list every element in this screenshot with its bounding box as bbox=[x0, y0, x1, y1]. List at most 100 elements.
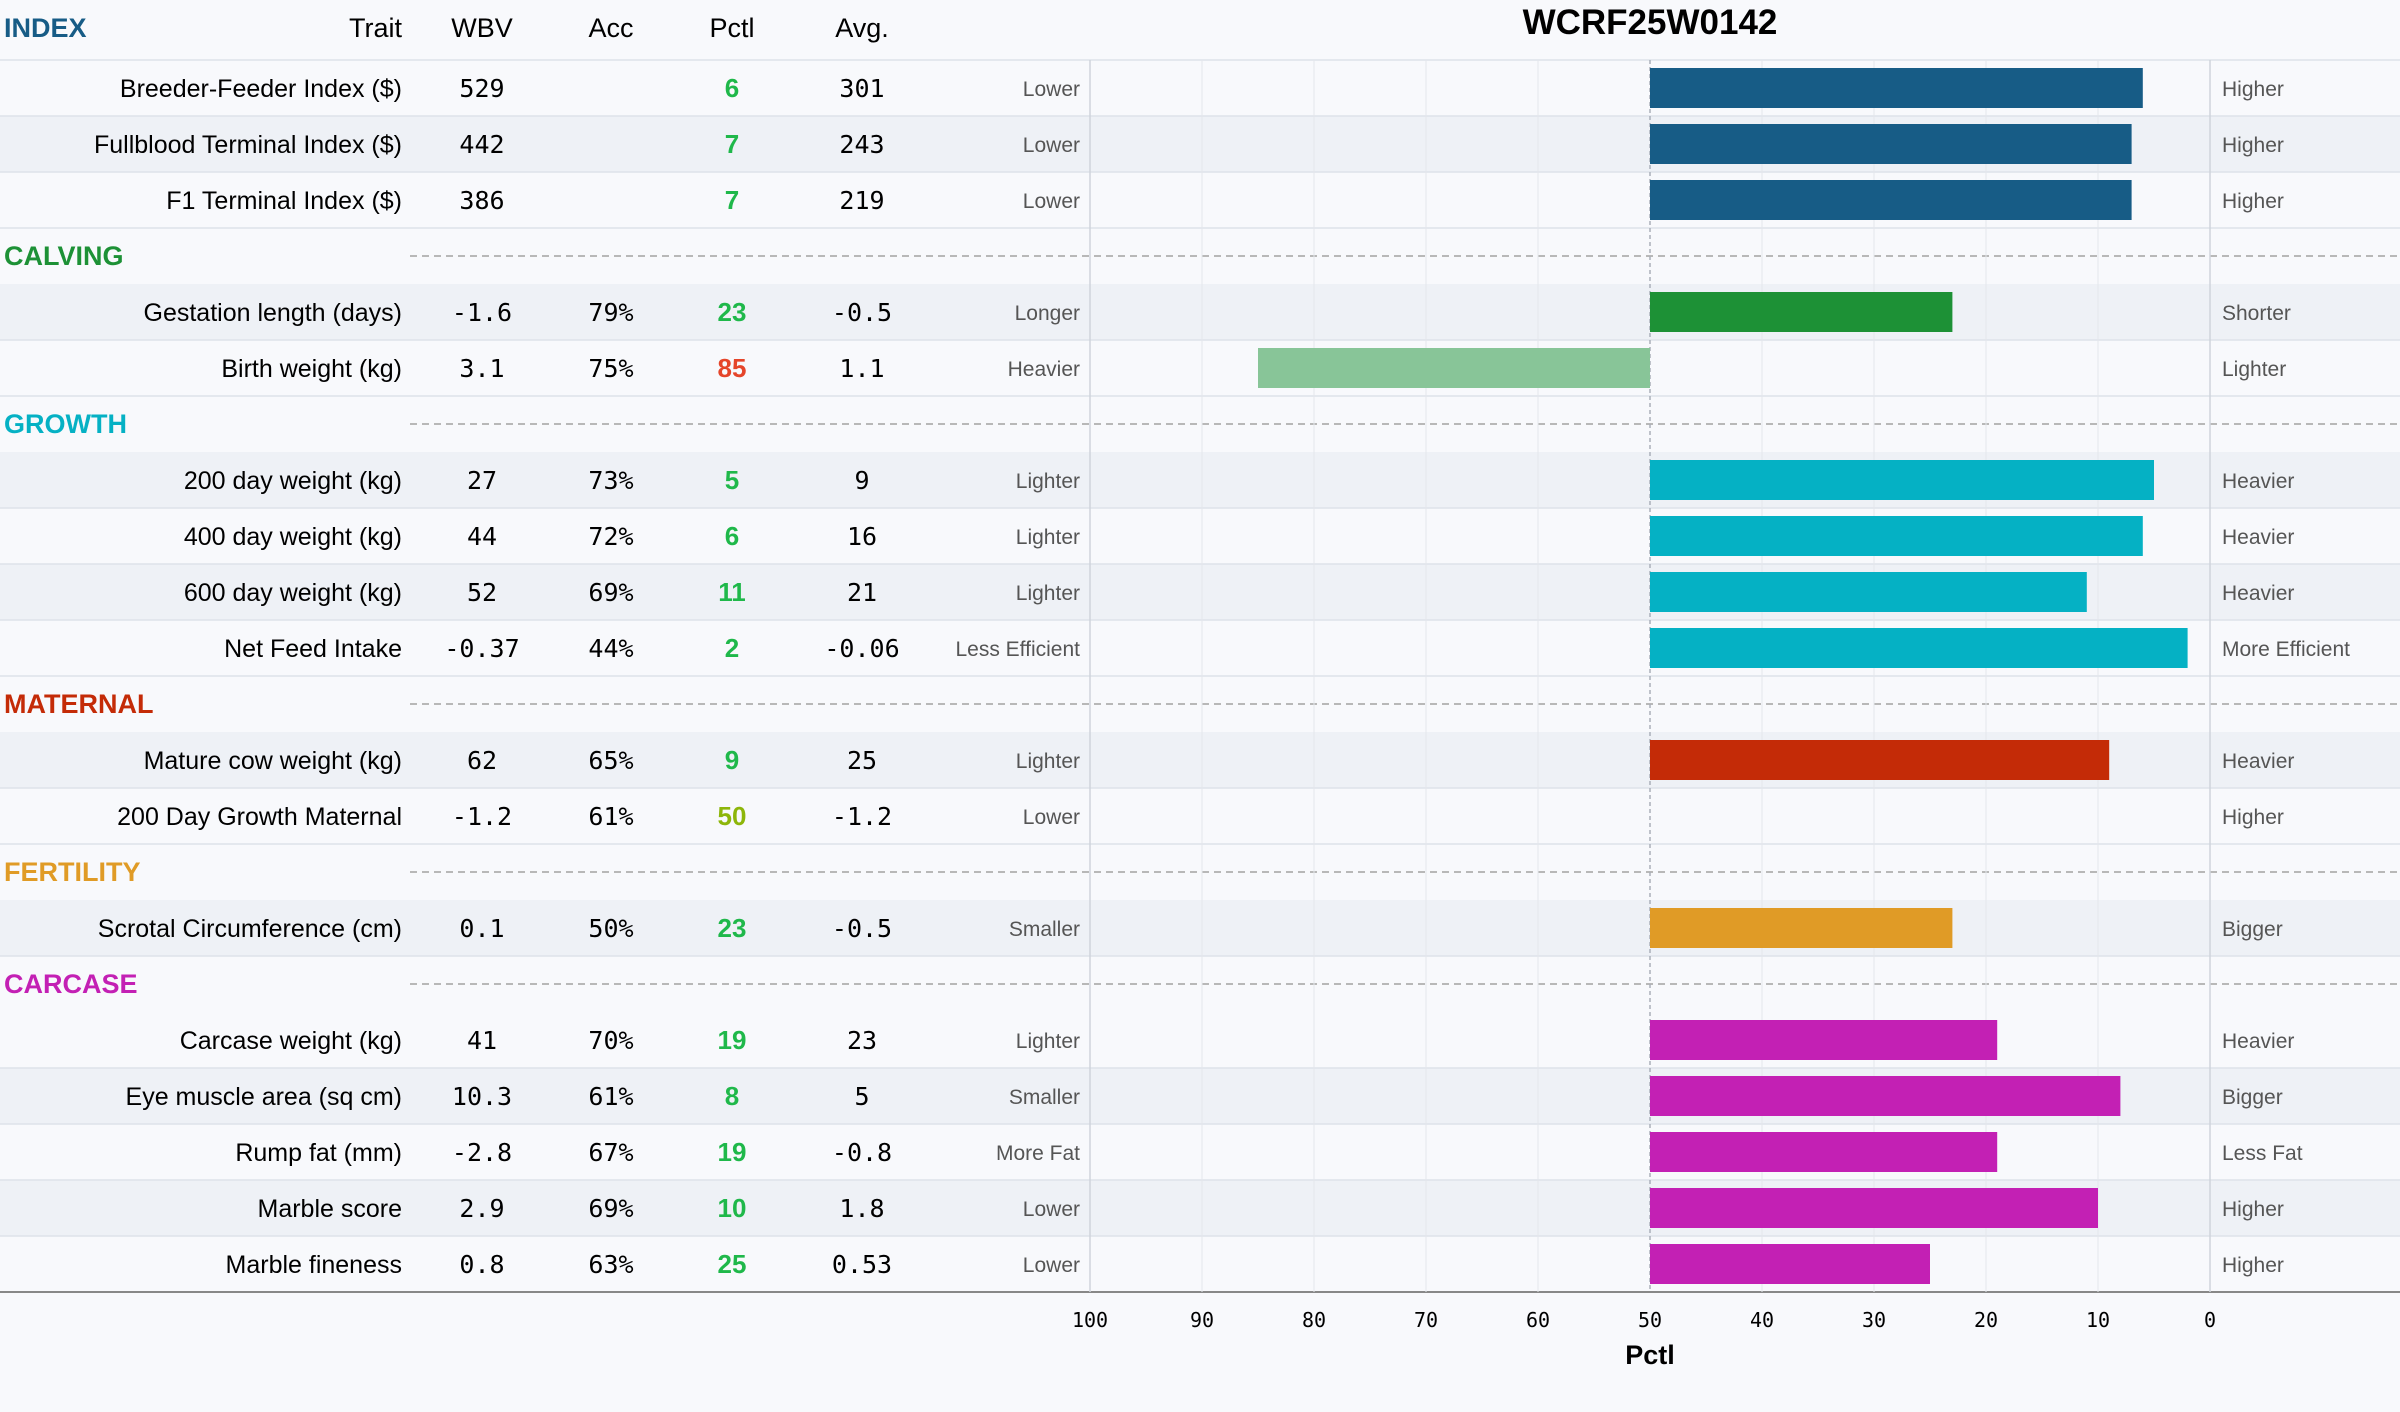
high-direction-label: More Efficient bbox=[2222, 638, 2350, 661]
avg-value: -1.2 bbox=[832, 802, 892, 831]
high-direction-label: Higher bbox=[2222, 134, 2284, 157]
bar-600-day-weight-kg- bbox=[1650, 572, 2087, 612]
avg-value: -0.5 bbox=[832, 914, 892, 943]
acc-value: 61% bbox=[588, 802, 633, 831]
bar-net-feed-intake bbox=[1650, 628, 2188, 668]
wbv-value: 41 bbox=[467, 1026, 497, 1055]
wbv-value: -2.8 bbox=[452, 1138, 512, 1167]
trait-name: Marble score bbox=[258, 1195, 403, 1223]
avg-value: 0.53 bbox=[832, 1250, 892, 1279]
avg-column-header: Avg. bbox=[835, 13, 889, 43]
low-direction-label: Lighter bbox=[1016, 750, 1080, 773]
acc-value: 79% bbox=[588, 298, 633, 327]
table-row bbox=[0, 340, 2400, 396]
x-tick-label: 60 bbox=[1526, 1308, 1550, 1332]
low-direction-label: Lighter bbox=[1016, 582, 1080, 605]
high-direction-label: Bigger bbox=[2222, 1086, 2283, 1109]
low-direction-label: Lighter bbox=[1016, 1030, 1080, 1053]
pctl-value: 11 bbox=[718, 577, 746, 607]
acc-value: 72% bbox=[588, 522, 633, 551]
trait-column-header: Trait bbox=[349, 13, 402, 43]
avg-value: 23 bbox=[847, 1026, 877, 1055]
pctl-value: 85 bbox=[718, 353, 747, 383]
trait-name: Rump fat (mm) bbox=[235, 1139, 402, 1167]
acc-value: 63% bbox=[588, 1250, 633, 1279]
high-direction-label: Shorter bbox=[2222, 302, 2291, 325]
wbv-value: -0.37 bbox=[444, 634, 519, 663]
pctl-value: 2 bbox=[725, 633, 739, 663]
trait-name: 200 Day Growth Maternal bbox=[117, 803, 402, 831]
bar-gestation-length-days- bbox=[1650, 292, 1953, 332]
pctl-column-header: Pctl bbox=[709, 13, 754, 43]
bar-breeder-feeder-index- bbox=[1650, 68, 2143, 108]
acc-value: 70% bbox=[588, 1026, 633, 1055]
x-tick-label: 50 bbox=[1638, 1308, 1662, 1332]
section-label-growth: GROWTH bbox=[4, 409, 127, 439]
trait-name: Carcase weight (kg) bbox=[180, 1027, 402, 1055]
wbv-value: -1.2 bbox=[452, 802, 512, 831]
trait-name: Scrotal Circumference (cm) bbox=[98, 915, 402, 943]
section-row-bg bbox=[0, 396, 2400, 452]
high-direction-label: Bigger bbox=[2222, 918, 2283, 941]
pctl-value: 23 bbox=[718, 913, 747, 943]
pctl-value: 10 bbox=[718, 1193, 747, 1223]
x-tick-label: 70 bbox=[1414, 1308, 1438, 1332]
bar-mature-cow-weight-kg- bbox=[1650, 740, 2110, 780]
acc-value: 65% bbox=[588, 746, 633, 775]
high-direction-label: Heavier bbox=[2222, 526, 2294, 549]
pctl-value: 7 bbox=[725, 129, 739, 159]
section-row-bg bbox=[0, 228, 2400, 284]
x-tick-label: 30 bbox=[1862, 1308, 1886, 1332]
pctl-value: 19 bbox=[718, 1137, 747, 1167]
trait-name: Mature cow weight (kg) bbox=[144, 747, 402, 775]
index-section-label: INDEX bbox=[4, 13, 87, 43]
low-direction-label: Smaller bbox=[1009, 918, 1080, 941]
avg-value: 21 bbox=[847, 578, 877, 607]
low-direction-label: Lighter bbox=[1016, 526, 1080, 549]
acc-value: 44% bbox=[588, 634, 633, 663]
pctl-value: 6 bbox=[725, 73, 739, 103]
avg-value: -0.06 bbox=[824, 634, 899, 663]
wbv-value: 27 bbox=[467, 466, 497, 495]
trait-name: Eye muscle area (sq cm) bbox=[126, 1083, 402, 1111]
high-direction-label: Higher bbox=[2222, 806, 2284, 829]
acc-value: 67% bbox=[588, 1138, 633, 1167]
wbv-value: 386 bbox=[459, 186, 504, 215]
wbv-value: 442 bbox=[459, 130, 504, 159]
x-tick-label: 40 bbox=[1750, 1308, 1774, 1332]
trait-name: Gestation length (days) bbox=[144, 299, 402, 327]
trait-name: Birth weight (kg) bbox=[221, 355, 402, 383]
section-label-carcase: CARCASE bbox=[4, 969, 138, 999]
wbv-value: 0.8 bbox=[459, 1250, 504, 1279]
x-tick-label: 20 bbox=[1974, 1308, 1998, 1332]
x-tick-label: 80 bbox=[1302, 1308, 1326, 1332]
avg-value: 1.1 bbox=[839, 354, 884, 383]
low-direction-label: Less Efficient bbox=[955, 638, 1080, 661]
low-direction-label: Heavier bbox=[1008, 358, 1080, 381]
section-label-maternal: MATERNAL bbox=[4, 689, 153, 719]
acc-value: 75% bbox=[588, 354, 633, 383]
low-direction-label: Lower bbox=[1023, 1254, 1080, 1277]
pctl-value: 19 bbox=[718, 1025, 747, 1055]
bar-200-day-weight-kg- bbox=[1650, 460, 2154, 500]
low-direction-label: More Fat bbox=[996, 1142, 1080, 1165]
trait-name: F1 Terminal Index ($) bbox=[166, 187, 402, 215]
table-row bbox=[0, 284, 2400, 340]
low-direction-label: Lower bbox=[1023, 78, 1080, 101]
bar-f1-terminal-index- bbox=[1650, 180, 2132, 220]
wbv-value: 529 bbox=[459, 74, 504, 103]
trait-name: 200 day weight (kg) bbox=[184, 467, 402, 495]
avg-value: 301 bbox=[839, 74, 884, 103]
acc-value: 61% bbox=[588, 1082, 633, 1111]
section-row-bg bbox=[0, 844, 2400, 900]
wbv-value: 3.1 bbox=[459, 354, 504, 383]
wbv-value: 44 bbox=[467, 522, 497, 551]
high-direction-label: Higher bbox=[2222, 78, 2284, 101]
pctl-value: 5 bbox=[725, 465, 739, 495]
high-direction-label: Heavier bbox=[2222, 470, 2294, 493]
avg-value: 16 bbox=[847, 522, 877, 551]
pctl-value: 6 bbox=[725, 521, 739, 551]
avg-value: 5 bbox=[854, 1082, 869, 1111]
x-tick-label: 10 bbox=[2086, 1308, 2110, 1332]
